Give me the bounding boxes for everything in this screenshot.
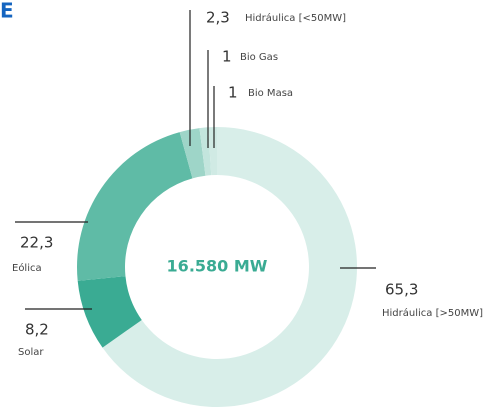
donut-segment: [102, 127, 357, 407]
category-label: Solar: [18, 347, 44, 358]
category-label: Eólica: [12, 262, 42, 274]
value-label: 22,3: [20, 234, 53, 252]
page-mark: E: [0, 0, 14, 23]
donut-segment: [208, 127, 217, 176]
value-label: 2,3: [206, 9, 230, 27]
value-label: 1: [222, 48, 232, 66]
value-label: 8,2: [25, 321, 49, 339]
category-label: Hidráulica [<50MW]: [245, 12, 346, 24]
value-label: 1: [228, 84, 238, 102]
donut-segment: [76, 132, 193, 281]
value-label: 65,3: [385, 281, 418, 299]
category-label: Bio Masa: [248, 88, 293, 99]
donut-segment: [179, 128, 206, 179]
category-label: Bio Gas: [240, 52, 278, 63]
category-label: Hidráulica [>50MW]: [382, 307, 483, 319]
donut-segment: [77, 276, 142, 348]
center-label: 16.580 MW: [167, 257, 268, 276]
